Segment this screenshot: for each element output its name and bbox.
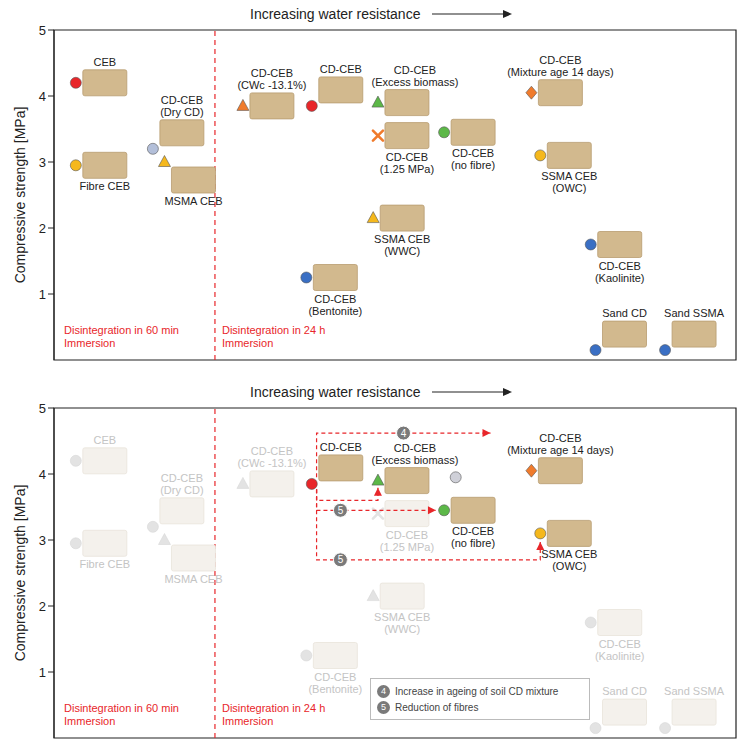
svg-text:CD-CEB: CD-CEB: [161, 94, 203, 106]
svg-text:(OWC): (OWC): [552, 182, 586, 194]
svg-text:2: 2: [39, 599, 46, 614]
html-text:Disintegration in 60 min: Disintegration in 60 min: [64, 324, 179, 336]
svg-text:CD-CEB: CD-CEB: [251, 445, 293, 457]
svg-text:(Bentonite): (Bentonite): [308, 305, 362, 317]
svg-text:CD-CEB: CD-CEB: [161, 472, 203, 484]
svg-text:5: 5: [338, 505, 344, 516]
svg-text:CD-CEB: CD-CEB: [452, 525, 494, 537]
svg-text:(Dry CD): (Dry CD): [160, 106, 203, 118]
svg-text:CD-CEB: CD-CEB: [386, 151, 428, 163]
svg-text:(Kaolinite): (Kaolinite): [595, 650, 645, 662]
svg-text:(Excess biomass): (Excess biomass): [372, 76, 459, 88]
svg-text:CD-CEB: CD-CEB: [320, 63, 362, 75]
html-text:Increase in ageing of soil CD: Increase in ageing of soil CD mixture: [395, 685, 559, 697]
html-text:Increasing water resistance: Increasing water resistance: [250, 384, 421, 400]
svg-text:CD-CEB: CD-CEB: [251, 67, 293, 79]
svg-text:(1.25 MPa): (1.25 MPa): [380, 541, 434, 553]
html-text:Immersion: Immersion: [64, 337, 116, 349]
svg-text:CEB: CEB: [94, 434, 117, 446]
svg-text:Sand SSMA: Sand SSMA: [664, 307, 725, 319]
html-text:Immersion: Immersion: [221, 715, 274, 727]
svg-text:2: 2: [39, 221, 46, 236]
svg-text:(WWC): (WWC): [384, 245, 420, 257]
html-text:4: 4: [381, 685, 386, 696]
svg-text:CD-CEB: CD-CEB: [452, 147, 494, 159]
svg-text:Fibre CEB: Fibre CEB: [79, 558, 130, 570]
svg-text:(CWc -13.1%): (CWc -13.1%): [237, 457, 306, 469]
svg-text:Compressive strength [MPa]: Compressive strength [MPa]: [12, 485, 28, 662]
svg-text:4: 4: [39, 89, 46, 104]
html-text:Immersion: Immersion: [221, 337, 274, 349]
svg-text:(Dry CD): (Dry CD): [160, 484, 203, 496]
html-text:Reduction of fibres: Reduction of fibres: [395, 701, 479, 713]
svg-text:1: 1: [39, 665, 46, 680]
svg-text:3: 3: [39, 155, 46, 170]
svg-text:MSMA CEB: MSMA CEB: [164, 195, 222, 207]
svg-text:SSMA CEB: SSMA CEB: [541, 548, 597, 560]
svg-text:(no fibre): (no fibre): [451, 159, 495, 171]
svg-text:CD-CEB: CD-CEB: [394, 64, 436, 76]
svg-text:CD-CEB: CD-CEB: [320, 441, 362, 453]
html-text:5: 5: [381, 701, 386, 712]
svg-text:Sand CD: Sand CD: [602, 307, 647, 319]
svg-text:5: 5: [39, 401, 46, 416]
svg-text:(Mixture age 14 days): (Mixture age 14 days): [507, 66, 613, 78]
svg-text:(OWC): (OWC): [552, 560, 586, 572]
svg-text:(Bentonite): (Bentonite): [308, 683, 362, 695]
svg-text:CD-CEB: CD-CEB: [386, 529, 428, 541]
svg-text:CEB: CEB: [94, 56, 117, 68]
svg-text:SSMA CEB: SSMA CEB: [374, 233, 430, 245]
svg-text:5: 5: [39, 23, 46, 38]
svg-text:(no fibre): (no fibre): [451, 537, 495, 549]
svg-text:CD-CEB: CD-CEB: [539, 432, 581, 444]
svg-text:(CWc -13.1%): (CWc -13.1%): [237, 79, 306, 91]
html-text:Disintegration in 24 h: Disintegration in 24 h: [221, 702, 326, 714]
svg-text:SSMA CEB: SSMA CEB: [541, 170, 597, 182]
svg-text:(Kaolinite): (Kaolinite): [595, 272, 645, 284]
html-text:Disintegration in 60 min: Disintegration in 60 min: [64, 702, 179, 714]
svg-text:CD-CEB: CD-CEB: [599, 260, 641, 272]
svg-text:CD-CEB: CD-CEB: [314, 671, 356, 683]
svg-text:(WWC): (WWC): [384, 623, 420, 635]
svg-text:(Excess biomass): (Excess biomass): [372, 454, 459, 466]
svg-text:Sand CD: Sand CD: [602, 685, 647, 697]
svg-text:CD-CEB: CD-CEB: [394, 442, 436, 454]
svg-text:CD-CEB: CD-CEB: [539, 54, 581, 66]
svg-text:MSMA CEB: MSMA CEB: [164, 573, 222, 585]
svg-text:4: 4: [401, 428, 407, 439]
svg-text:4: 4: [39, 467, 46, 482]
svg-text:3: 3: [39, 533, 46, 548]
svg-text:CD-CEB: CD-CEB: [599, 638, 641, 650]
svg-text:CD-CEB: CD-CEB: [314, 293, 356, 305]
svg-text:Fibre CEB: Fibre CEB: [79, 180, 130, 192]
svg-text:Sand SSMA: Sand SSMA: [664, 685, 725, 697]
html-text:Immersion: Immersion: [64, 715, 116, 727]
svg-text:5: 5: [338, 554, 344, 565]
svg-text:SSMA CEB: SSMA CEB: [374, 611, 430, 623]
html-text:Disintegration in 24 h: Disintegration in 24 h: [221, 324, 326, 336]
svg-text:(1.25 MPa): (1.25 MPa): [380, 163, 434, 175]
svg-text:(Mixture age 14 days): (Mixture age 14 days): [507, 444, 613, 456]
html-text:Increasing water resistance: Increasing water resistance: [250, 6, 421, 22]
svg-text:1: 1: [39, 287, 46, 302]
svg-text:Compressive strength [MPa]: Compressive strength [MPa]: [12, 107, 28, 284]
